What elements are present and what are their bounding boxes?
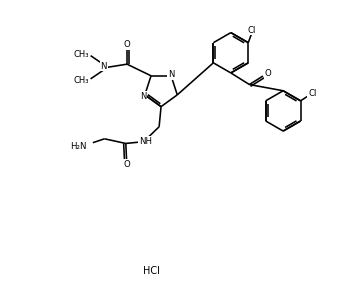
Text: O: O [124,40,130,49]
Text: Cl: Cl [308,89,316,98]
Text: CH₃: CH₃ [74,76,89,85]
Text: HCl: HCl [143,266,160,276]
Text: N: N [101,61,107,70]
Text: N: N [140,92,146,101]
Text: Cl: Cl [247,26,256,35]
Text: NH: NH [139,137,152,146]
Text: H₂N: H₂N [70,142,86,151]
Text: N: N [168,70,174,79]
Text: CH₃: CH₃ [74,50,89,59]
Text: O: O [123,160,130,169]
Text: O: O [264,69,271,78]
